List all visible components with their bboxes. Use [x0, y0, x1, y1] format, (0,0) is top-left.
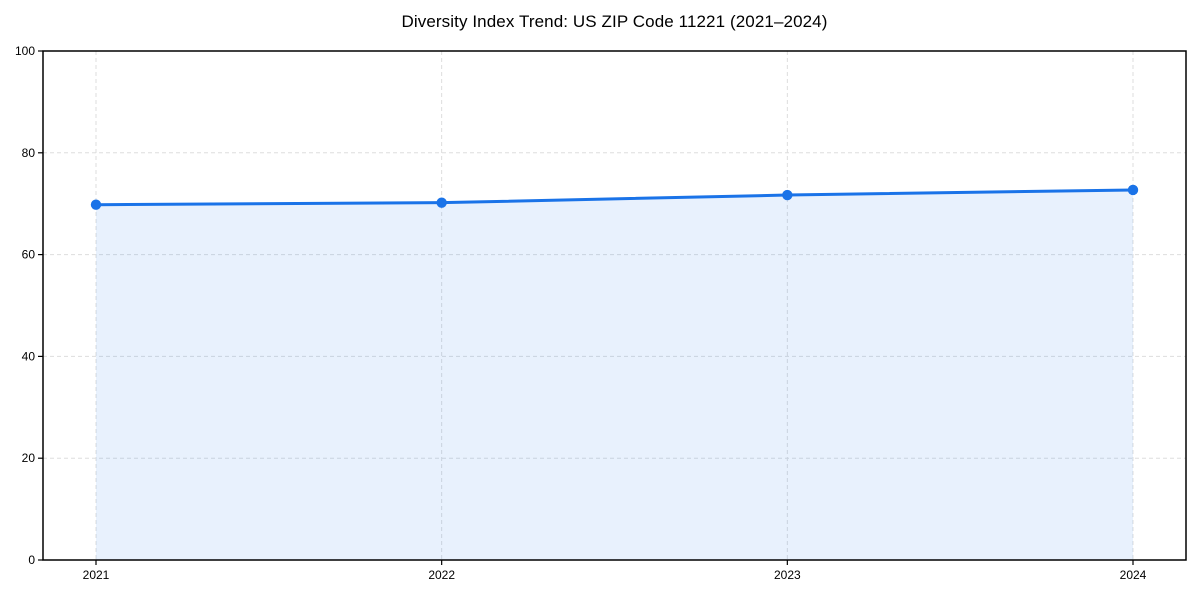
- y-tick-label: 80: [22, 146, 36, 160]
- x-tick-label: 2021: [83, 568, 110, 582]
- data-point-marker-2024: [1127, 184, 1139, 196]
- data-point-marker-2023: [782, 189, 793, 201]
- x-tick-label: 2024: [1120, 568, 1147, 582]
- data-point-marker-2022: [436, 197, 447, 208]
- y-tick-label: 40: [22, 349, 36, 363]
- plot-border: [42, 50, 1187, 561]
- y-tick-label: 100: [15, 44, 35, 58]
- data-point-marker-2021: [90, 199, 102, 210]
- y-tick-label: 20: [22, 451, 36, 465]
- trend-line: [94, 188, 1135, 207]
- y-tick-label: 60: [22, 248, 36, 262]
- area-fill: [96, 189, 1133, 560]
- y-tick-label: 0: [28, 553, 35, 567]
- x-tick-label: 2023: [774, 568, 801, 582]
- x-tick-label: 2022: [428, 568, 455, 582]
- chart-title: Diversity Index Trend: US ZIP Code 11221…: [401, 12, 828, 31]
